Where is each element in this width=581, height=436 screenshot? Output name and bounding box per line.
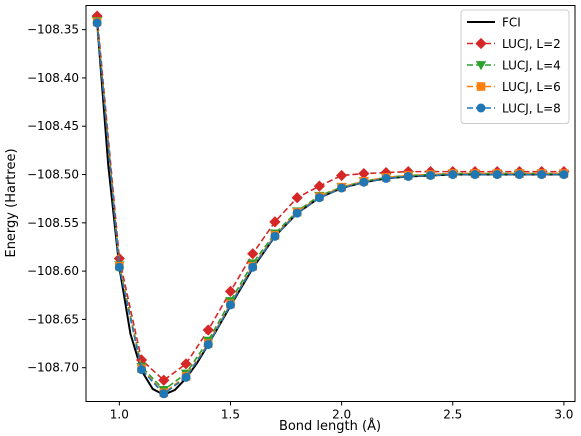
legend-label-3: LUCJ, L=6	[502, 80, 561, 94]
data-point-4-3	[159, 389, 169, 399]
data-point-1-11	[336, 169, 348, 182]
data-point-4-5	[203, 340, 213, 350]
data-point-4-19	[514, 170, 524, 180]
legend-label-0: FCI	[502, 16, 521, 30]
series-line-4	[96, 22, 564, 395]
data-point-1-4	[180, 358, 192, 370]
data-point-4-21	[559, 170, 569, 180]
series-line-1	[96, 16, 564, 382]
data-point-1-6	[224, 285, 237, 297]
data-point-4-20	[537, 170, 547, 180]
data-point-4-7	[248, 262, 258, 272]
y-tick-label-0: −108.35	[27, 23, 79, 37]
legend-marker-4	[476, 103, 486, 113]
x-tick-label-1: 1.5	[221, 408, 240, 422]
y-tick-label-5: −108.60	[27, 264, 79, 278]
legend-label-2: LUCJ, L=4	[502, 59, 561, 73]
legend-label-4: LUCJ, L=8	[502, 102, 561, 116]
y-tick-label-2: −108.45	[27, 119, 79, 133]
series-4	[92, 18, 569, 399]
data-point-4-13	[381, 173, 391, 183]
legend-marker-2	[475, 61, 487, 71]
data-point-4-1	[114, 262, 124, 272]
y-tick-label-1: −108.40	[27, 71, 79, 85]
data-point-4-15	[426, 170, 436, 180]
data-point-1-10	[313, 180, 325, 192]
data-point-1-8	[269, 216, 281, 228]
data-point-4-6	[225, 300, 235, 310]
data-point-4-18	[492, 170, 502, 180]
data-point-1-3	[158, 374, 170, 386]
legend-label-1: LUCJ, L=2	[502, 37, 561, 51]
data-point-4-10	[314, 193, 324, 203]
data-point-1-5	[202, 324, 214, 336]
data-point-4-4	[181, 372, 191, 382]
x-tick-label-2: 2.0	[332, 408, 351, 422]
x-axis-label: Bond length (Å)	[279, 418, 381, 434]
x-tick-label-0: 1.0	[110, 408, 129, 422]
y-axis: −108.35 −108.40 −108.45 −108.50 −108.55 −108.…	[27, 23, 86, 375]
data-point-4-0	[92, 18, 102, 28]
data-point-4-11	[337, 183, 347, 193]
data-point-1-12	[358, 167, 370, 180]
y-tick-label-4: −108.55	[27, 216, 79, 230]
legend-box	[460, 9, 570, 124]
x-axis: 1.0 1.5 2.0 2.5 3.0	[110, 401, 573, 422]
data-point-1-2	[135, 354, 148, 366]
x-tick-label-3: 2.5	[443, 408, 462, 422]
data-point-4-14	[403, 171, 413, 181]
series-1	[91, 10, 570, 386]
data-point-4-8	[270, 231, 280, 241]
y-tick-label-3: −108.50	[27, 168, 79, 182]
x-tick-label-4: 3.0	[554, 408, 573, 422]
data-point-4-9	[292, 208, 302, 218]
y-tick-label-7: −108.70	[27, 361, 79, 375]
y-axis-label: Energy (Hartree)	[4, 148, 19, 257]
legend: FCI LUCJ, L=2 LUCJ, L=4 LUCJ, L=6 LUCJ, L=8	[460, 9, 570, 124]
plot-marks	[91, 10, 570, 399]
data-point-4-16	[448, 170, 458, 180]
y-tick-label-6: −108.65	[27, 312, 79, 326]
legend-marker-1	[475, 37, 487, 50]
legend-marker-3	[476, 82, 486, 91]
data-point-1-9	[291, 192, 303, 204]
data-point-4-17	[470, 170, 480, 180]
data-point-1-7	[247, 248, 259, 260]
data-point-4-2	[137, 365, 147, 375]
plot-frame	[85, 5, 576, 402]
data-point-4-12	[359, 177, 369, 187]
